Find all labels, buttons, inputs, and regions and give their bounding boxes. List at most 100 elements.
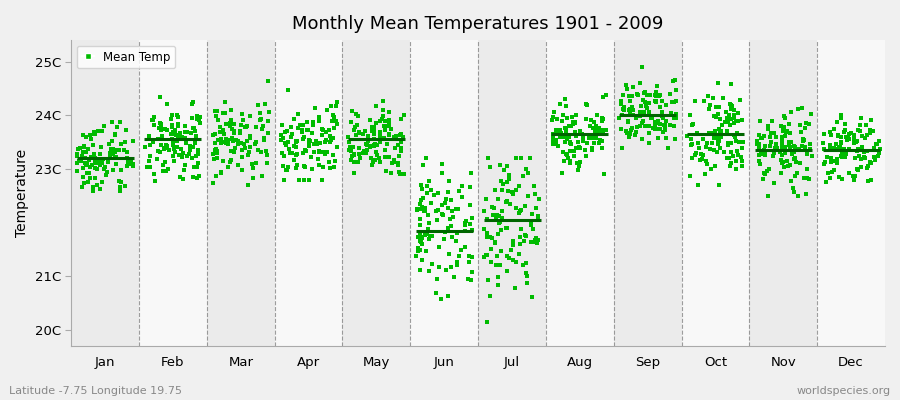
Point [652, 126, 667, 132]
Point [88, 154, 103, 161]
Point [422, 220, 436, 226]
Point [397, 112, 411, 118]
Point [527, 237, 542, 243]
Point [104, 149, 119, 155]
Point [141, 133, 156, 140]
Point [377, 134, 392, 141]
Point [490, 212, 504, 218]
Point [572, 144, 587, 151]
Point [820, 154, 834, 160]
Point [227, 127, 241, 134]
Point [312, 118, 327, 124]
Point [757, 146, 771, 153]
Point [153, 120, 167, 126]
Point [867, 145, 881, 152]
Point [185, 174, 200, 180]
Point [451, 206, 465, 212]
Point [729, 118, 743, 124]
Point [422, 178, 436, 184]
Point [291, 111, 305, 118]
Point [506, 257, 520, 263]
Point [314, 132, 328, 138]
Point [868, 141, 883, 147]
Point [392, 169, 406, 175]
Point [210, 148, 224, 155]
Point [824, 132, 838, 138]
Point [464, 170, 478, 176]
Point [184, 130, 198, 136]
Point [248, 160, 263, 167]
Point [727, 133, 742, 140]
Point [699, 158, 714, 164]
Point [290, 162, 304, 169]
Point [312, 148, 327, 155]
Point [427, 192, 441, 198]
Point [572, 139, 586, 146]
Point [463, 259, 477, 265]
Point [625, 104, 639, 110]
Point [777, 113, 791, 119]
Point [179, 140, 194, 147]
Point [781, 121, 796, 127]
Point [567, 153, 581, 159]
Point [508, 187, 523, 194]
Point [817, 131, 832, 137]
Point [758, 142, 772, 149]
Point [416, 161, 430, 168]
Point [688, 150, 703, 156]
Point [837, 121, 851, 127]
Point [760, 125, 775, 132]
Point [138, 144, 152, 150]
Point [648, 99, 662, 106]
Point [516, 262, 530, 268]
Point [360, 146, 374, 153]
Point [283, 150, 297, 156]
Point [487, 205, 501, 211]
Point [705, 130, 719, 136]
Point [287, 143, 302, 149]
Point [118, 139, 132, 145]
Point [153, 148, 167, 155]
Point [818, 158, 832, 165]
Point [437, 236, 452, 242]
Point [321, 159, 336, 165]
Point [480, 234, 494, 240]
Point [616, 106, 631, 113]
Point [558, 95, 572, 102]
Point [525, 294, 539, 300]
Point [214, 170, 229, 176]
Point [680, 132, 695, 139]
Point [709, 114, 724, 121]
Point [495, 186, 509, 193]
Point [320, 107, 334, 114]
Point [192, 117, 206, 123]
Point [417, 195, 431, 202]
Point [651, 120, 665, 126]
Point [827, 144, 842, 151]
Point [438, 267, 453, 274]
Point [512, 210, 526, 216]
Point [310, 156, 325, 163]
Point [387, 134, 401, 140]
Point [796, 135, 810, 142]
Point [588, 129, 602, 136]
Point [376, 122, 391, 129]
Point [95, 156, 110, 162]
Point [711, 111, 725, 118]
Point [186, 124, 201, 131]
Point [298, 163, 312, 170]
Point [106, 146, 121, 152]
Point [729, 158, 743, 164]
Point [84, 164, 98, 171]
Point [387, 159, 401, 165]
Point [430, 276, 445, 282]
Point [87, 130, 102, 137]
Point [411, 245, 426, 251]
Point [789, 159, 804, 166]
Point [442, 251, 456, 257]
Point [490, 253, 504, 260]
Point [499, 224, 513, 231]
Point [352, 145, 366, 152]
Point [183, 151, 197, 157]
Point [788, 144, 803, 150]
